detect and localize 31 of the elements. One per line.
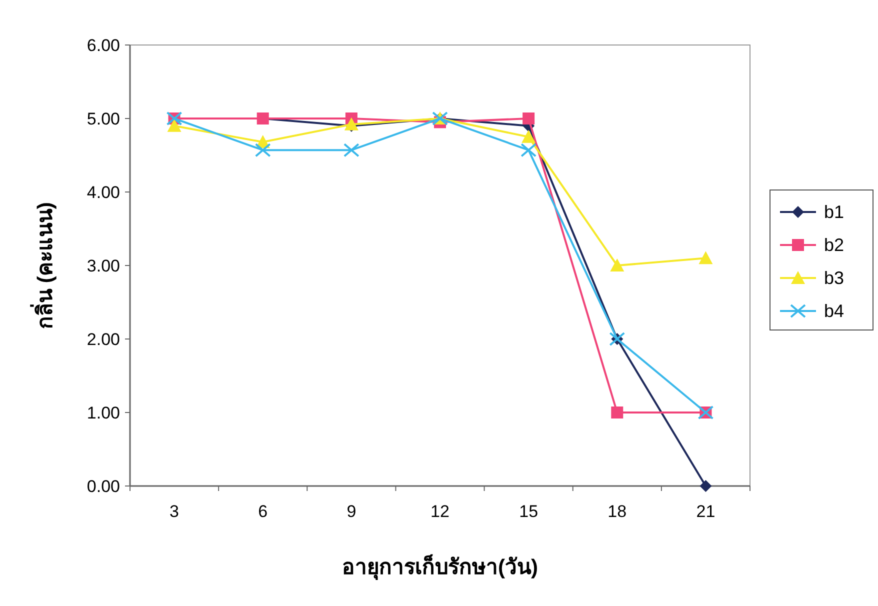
point [520, 143, 537, 158]
point [522, 130, 536, 143]
point [700, 480, 712, 492]
point [167, 118, 182, 132]
legend-label: b1 [824, 202, 844, 222]
y-tick-label: 5.00 [86, 110, 120, 128]
y-tick-label: 0.00 [86, 477, 120, 496]
x-tick-label: 9 [346, 502, 356, 521]
y-tick-label: 1.00 [86, 404, 120, 422]
legend-label: b4 [824, 301, 844, 321]
x-tick-label: 21 [696, 502, 716, 521]
x-tick-label: 12 [430, 502, 450, 521]
x-tick-label: 6 [258, 502, 268, 521]
legend-label: b2 [824, 235, 844, 255]
point [610, 258, 624, 272]
x-tick-label: 18 [608, 502, 627, 521]
point [611, 406, 624, 418]
point [254, 143, 271, 158]
point [344, 117, 358, 130]
point [343, 143, 360, 158]
y-tick-label: 3.00 [86, 256, 120, 276]
y-axis-title: กลิ่น (คะแนน) [29, 202, 57, 329]
y-tick-label: 6.00 [86, 36, 120, 55]
x-tick-label: 3 [170, 502, 180, 521]
y-tick-label: 2.00 [86, 330, 120, 349]
point [698, 251, 713, 264]
x-tick-label: 15 [519, 502, 538, 521]
x-axis-title: อายุการเก็บรักษา(วัน) [342, 553, 538, 581]
y-tick-label: 4.00 [86, 183, 120, 202]
legend-label: b3 [824, 268, 844, 288]
point [522, 112, 535, 124]
